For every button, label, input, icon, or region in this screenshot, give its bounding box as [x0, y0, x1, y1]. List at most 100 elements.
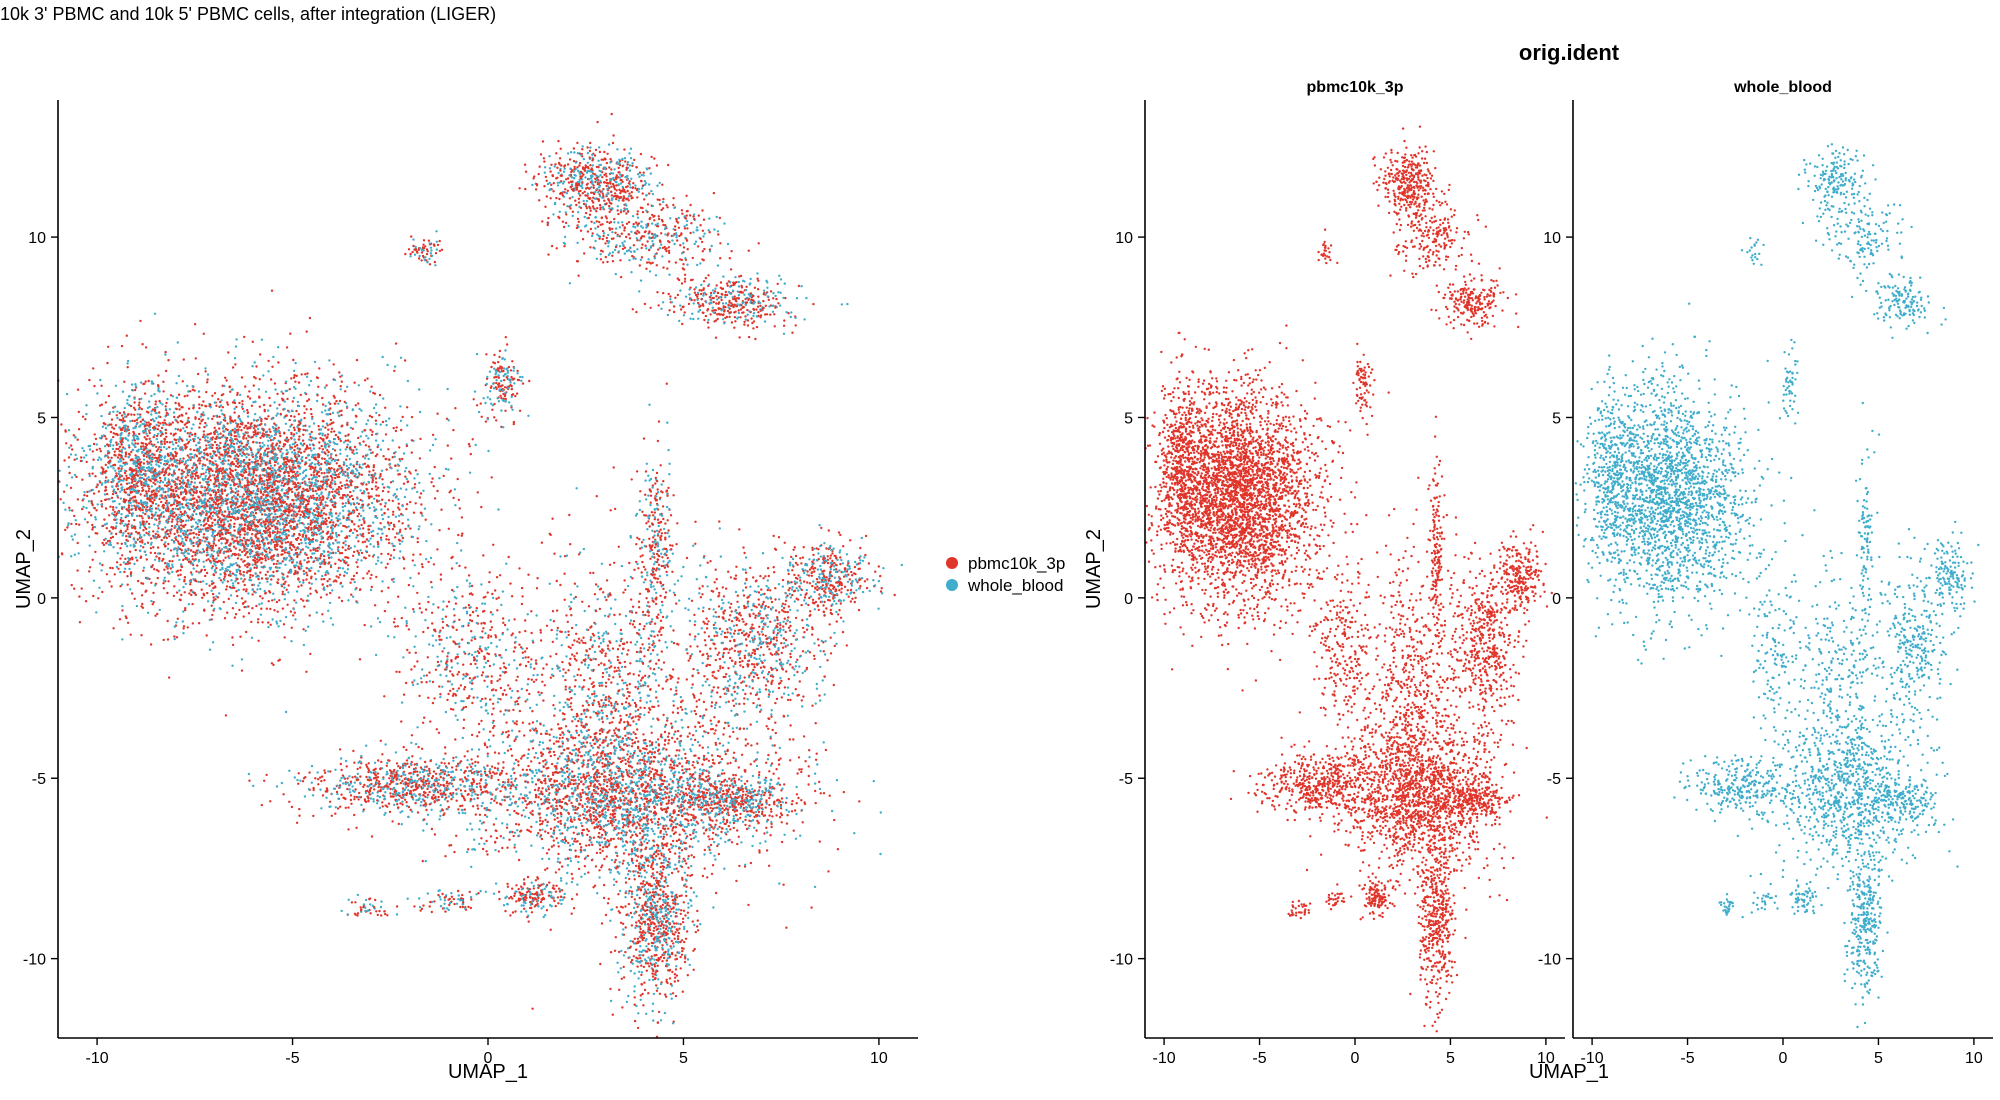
pbmc10k_3p-point — [490, 835, 492, 837]
pbmc10k_3p-point — [643, 198, 645, 200]
pbmc10k_3p-point — [750, 862, 752, 864]
pbmc10k_3p-point — [630, 641, 632, 643]
pbmc10k_3p-point — [580, 713, 582, 715]
pbmc10k_3p-point — [614, 232, 616, 234]
pbmc10k_3p-point — [650, 307, 652, 309]
pbmc10k_3p-point — [707, 326, 709, 328]
pbmc10k_3p-point — [115, 472, 117, 474]
pbmc10k_3p-point — [517, 690, 519, 692]
pbmc10k_3p-point — [581, 661, 583, 663]
pbmc10k_3p-point — [671, 895, 673, 897]
pbmc10k_3p-point — [577, 720, 579, 722]
pbmc10k_3p-point — [399, 529, 401, 531]
pbmc10k_3p-point — [620, 719, 622, 721]
pbmc10k_3p-point — [263, 404, 265, 406]
pbmc10k_3p-point — [622, 860, 624, 862]
pbmc10k_3p-point — [538, 762, 540, 764]
pbmc10k_3p-point — [719, 742, 721, 744]
pbmc10k_3p-point — [176, 555, 178, 557]
pbmc10k_3p-point — [518, 888, 520, 890]
pbmc10k_3p-point — [624, 727, 626, 729]
pbmc10k_3p-point — [826, 576, 828, 578]
pbmc10k_3p-point — [234, 363, 236, 365]
pbmc10k_3p-point — [70, 523, 72, 525]
pbmc10k_3p-point — [158, 498, 160, 500]
pbmc10k_3p-point — [388, 777, 390, 779]
pbmc10k_3p-point — [202, 400, 204, 402]
pbmc10k_3p-point — [376, 779, 378, 781]
pbmc10k_3p-point — [195, 533, 197, 535]
pbmc10k_3p-point — [734, 320, 736, 322]
pbmc10k_3p-point — [612, 134, 614, 136]
pbmc10k_3p-point — [624, 661, 626, 663]
pbmc10k_3p-point — [148, 523, 150, 525]
pbmc10k_3p-point — [765, 688, 767, 690]
pbmc10k_3p-point — [848, 596, 850, 598]
umap-figure: -10-50510-10 -5 0 5 10UMAP_1UMAP_2 pbmc10k_3p… — [0, 0, 2000, 1100]
pbmc10k_3p-point — [187, 417, 189, 419]
pbmc10k_3p-point — [689, 645, 691, 647]
pbmc10k_3p-point — [671, 872, 673, 874]
pbmc10k_3p-point — [777, 283, 779, 285]
pbmc10k_3p-point — [677, 712, 679, 714]
pbmc10k_3p-point — [515, 679, 517, 681]
pbmc10k_3p-point — [685, 886, 687, 888]
pbmc10k_3p-point — [719, 242, 721, 244]
pbmc10k_3p-point — [247, 556, 249, 558]
pbmc10k_3p-point — [802, 650, 804, 652]
pbmc10k_3p-point — [265, 774, 267, 776]
pbmc10k_3p-point — [750, 763, 752, 765]
pbmc10k_3p-point — [160, 501, 162, 503]
pbmc10k_3p-point — [374, 604, 376, 606]
pbmc10k_3p-point — [657, 853, 659, 855]
pbmc10k_3p-point — [347, 828, 349, 830]
pbmc10k_3p-point — [309, 447, 311, 449]
pbmc10k_3p-point — [758, 633, 760, 635]
pbmc10k_3p-point — [139, 320, 141, 322]
pbmc10k_3p-point — [165, 402, 167, 404]
pbmc10k_3p-point — [655, 984, 657, 986]
pbmc10k_3p-point — [739, 661, 741, 663]
pbmc10k_3p-point — [640, 647, 642, 649]
pbmc10k_3p-point — [667, 902, 669, 904]
pbmc10k_3p-point — [485, 353, 487, 355]
pbmc10k_3p-point — [65, 442, 67, 444]
pbmc10k_3p-point — [741, 286, 743, 288]
pbmc10k_3p-point — [818, 593, 820, 595]
pbmc10k_3p-point — [689, 214, 691, 216]
pbmc10k_3p-point — [482, 791, 484, 793]
pbmc10k_3p-point — [652, 514, 654, 516]
pbmc10k_3p-point — [692, 734, 694, 736]
pbmc10k_3p-point — [804, 760, 806, 762]
pbmc10k_3p-point — [635, 715, 637, 717]
pbmc10k_3p-point — [206, 572, 208, 574]
pbmc10k_3p-point — [110, 585, 112, 587]
pbmc10k_3p-point — [613, 218, 615, 220]
pbmc10k_3p-point — [671, 737, 673, 739]
pbmc10k_3p-point — [398, 446, 400, 448]
pbmc10k_3p-point — [214, 392, 216, 394]
pbmc10k_3p-point — [796, 659, 798, 661]
pbmc10k_3p-point — [261, 597, 263, 599]
pbmc10k_3p-point — [300, 539, 302, 541]
pbmc10k_3p-point — [141, 541, 143, 543]
pbmc10k_3p-point — [318, 441, 320, 443]
pbmc10k_3p-point — [611, 113, 613, 115]
pbmc10k_3p-point — [784, 618, 786, 620]
pbmc10k_3p-point — [105, 507, 107, 509]
pbmc10k_3p-point — [626, 653, 628, 655]
pbmc10k_3p-point — [582, 637, 584, 639]
pbmc10k_3p-point — [331, 815, 333, 817]
pbmc10k_3p-point — [668, 849, 670, 851]
pbmc10k_3p-point — [561, 731, 563, 733]
pbmc10k_3p-point — [451, 896, 453, 898]
pbmc10k_3p-point — [654, 546, 656, 548]
pbmc10k_3p-point — [779, 784, 781, 786]
pbmc10k_3p-point — [559, 584, 561, 586]
pbmc10k_3p-point — [692, 761, 694, 763]
pbmc10k_3p-point — [566, 767, 568, 769]
pbmc10k_3p-point — [499, 395, 501, 397]
pbmc10k_3p-point — [384, 610, 386, 612]
pbmc10k_3p-point — [783, 607, 785, 609]
pbmc10k_3p-point — [847, 574, 849, 576]
